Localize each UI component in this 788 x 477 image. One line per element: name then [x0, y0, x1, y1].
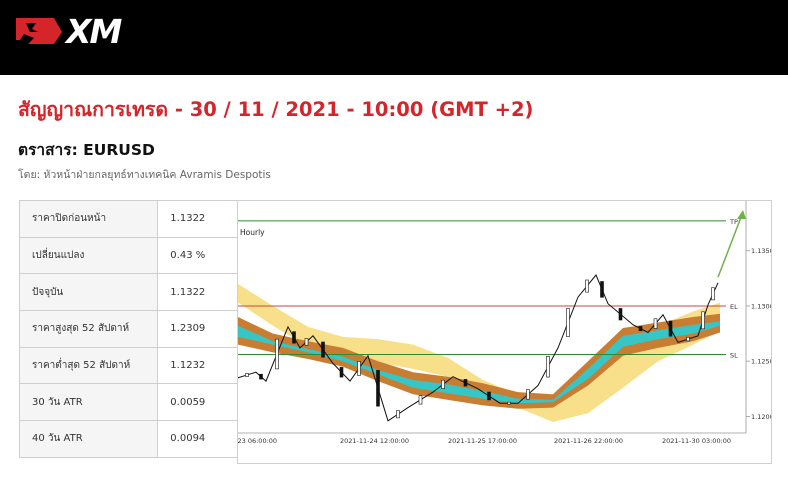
stats-table: ราคาปิดก่อนหน้า 1.1322 เปลี่ยนแปลง 0.43 % … — [18, 200, 238, 458]
candle — [441, 379, 445, 389]
candle — [396, 410, 400, 419]
table-row: ราคาปิดก่อนหน้า 1.1322 — [18, 200, 238, 238]
y-tick-label: 1.1300 — [751, 302, 771, 310]
chart-levels — [238, 220, 726, 356]
candle — [653, 318, 658, 329]
table-row: เปลี่ยนแปลง 0.43 % — [18, 236, 238, 275]
candle — [600, 281, 604, 298]
candle — [711, 287, 715, 301]
level-label-sl: SL — [730, 352, 738, 360]
candle — [618, 308, 623, 321]
xm-logo-text: XM — [66, 12, 122, 51]
level-label-el: EL — [730, 303, 738, 311]
stat-label: 40 วัน ATR — [18, 420, 159, 458]
stat-label: ปัจจุบัน — [18, 273, 159, 312]
chart-bands — [238, 283, 720, 422]
x-tick-label: 2021-11-25 17:00:00 — [448, 437, 517, 445]
candle — [701, 311, 705, 330]
candle — [566, 308, 570, 337]
y-tick-label: 1.1200 — [751, 413, 771, 421]
candle — [339, 367, 344, 378]
table-row: ปัจจุบัน 1.1322 — [18, 273, 238, 312]
candle — [259, 373, 263, 380]
page-title: สัญญาณการเทรด - 30 / 11 / 2021 - 10:00 (… — [18, 98, 534, 121]
candle — [487, 391, 491, 401]
candle — [357, 361, 361, 376]
candle — [376, 370, 380, 407]
stat-value: 0.0059 — [157, 383, 238, 422]
candle — [292, 331, 296, 344]
candle — [546, 356, 550, 378]
stat-label: ราคาปิดก่อนหน้า — [18, 200, 159, 238]
table-row: ราคาต่ำสุด 52 สัปดาห์ 1.1232 — [18, 346, 238, 385]
stat-value: 0.43 % — [157, 236, 238, 275]
instrument-label: ตราสาร: EURUSD — [18, 141, 155, 159]
candle — [321, 341, 325, 358]
stat-value: 1.1322 — [157, 273, 238, 312]
level-label-tp: TP — [729, 218, 738, 226]
table-row: 30 วัน ATR 0.0059 — [18, 383, 238, 422]
x-tick-label: 2021-11-23 06:00:00 — [238, 437, 277, 445]
top-bar: XM — [0, 0, 788, 75]
level-labels: TP EL SL — [729, 218, 738, 360]
candle — [418, 395, 423, 405]
stat-label: เปลี่ยนแปลง — [18, 236, 159, 275]
stat-value: 1.1232 — [157, 346, 238, 385]
candle — [638, 326, 643, 332]
chart-svg: Hourly 1.1350 1.1300 1.1250 1.1200 2021-11-… — [238, 201, 771, 445]
stat-label: ราคาต่ำสุด 52 สัปดาห์ — [18, 346, 159, 385]
chart-projection — [717, 210, 746, 278]
price-chart: Hourly 1.1350 1.1300 1.1250 1.1200 2021-11-… — [237, 200, 772, 464]
projection-arrowhead — [737, 210, 746, 220]
candle — [507, 401, 511, 405]
candle — [463, 379, 468, 387]
stat-value: 1.1322 — [157, 200, 238, 238]
stat-value: 0.0094 — [157, 420, 238, 458]
candle — [275, 338, 279, 370]
xm-logo-mark-icon — [16, 18, 62, 44]
chart-price-path — [238, 274, 719, 422]
x-tick-label: 2021-11-24 12:00:00 — [340, 437, 409, 445]
x-tick-label: 2021-11-26 22:00:00 — [554, 437, 623, 445]
candle — [585, 279, 589, 293]
candle — [668, 320, 673, 337]
candle — [686, 336, 690, 342]
chart-title: Hourly — [240, 228, 265, 237]
candle — [526, 389, 530, 400]
x-axis-ticks: 2021-11-23 06:00:00 2021-11-24 12:00:00 20… — [238, 437, 731, 445]
stat-value: 1.2309 — [157, 310, 238, 348]
x-tick-label: 2021-11-30 03:00:00 — [662, 437, 731, 445]
candle — [245, 373, 249, 377]
table-row: 40 วัน ATR 0.0094 — [18, 420, 238, 458]
projection-line — [717, 211, 744, 278]
y-tick-label: 1.1250 — [751, 358, 771, 366]
y-axis-ticks: 1.1350 1.1300 1.1250 1.1200 — [746, 247, 771, 421]
stat-label: ราคาสูงสุด 52 สัปดาห์ — [18, 310, 159, 348]
xm-logo[interactable]: XM — [14, 12, 134, 51]
stat-label: 30 วัน ATR — [18, 383, 159, 422]
y-tick-label: 1.1350 — [751, 247, 771, 255]
candle — [304, 338, 309, 346]
band-outer — [238, 283, 720, 422]
author-line: โดย: หัวหน้าฝ่ายกลยุทธ์ทางเทคนิค Avramis… — [18, 169, 271, 181]
table-row: ราคาสูงสุด 52 สัปดาห์ 1.2309 — [18, 310, 238, 348]
